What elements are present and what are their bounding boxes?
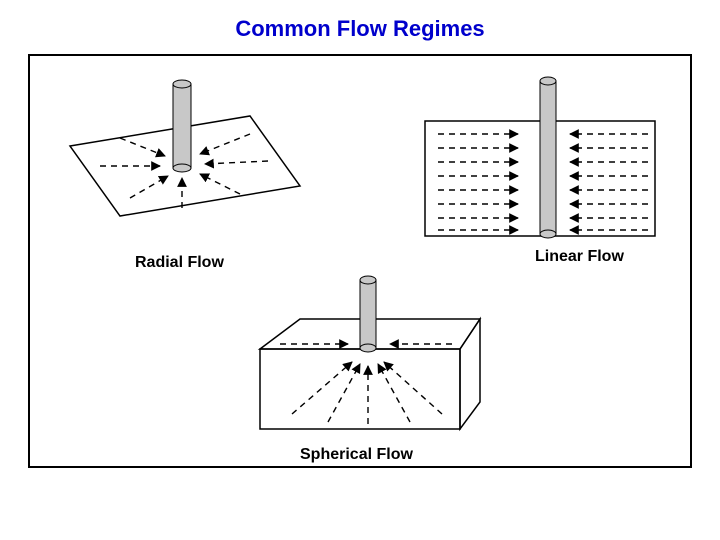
linear-flow-label: Linear Flow — [535, 248, 624, 266]
page-title: Common Flow Regimes — [10, 16, 710, 42]
spherical-flow-label: Spherical Flow — [300, 446, 413, 464]
radial-flow-label: Radial Flow — [135, 254, 224, 272]
diagram-frame: Radial Flow Linear Flow Spherical Flow — [28, 54, 692, 468]
spherical-flow-diagram — [220, 274, 500, 444]
linear-flow-diagram — [410, 76, 670, 246]
radial-flow-diagram — [50, 76, 310, 246]
